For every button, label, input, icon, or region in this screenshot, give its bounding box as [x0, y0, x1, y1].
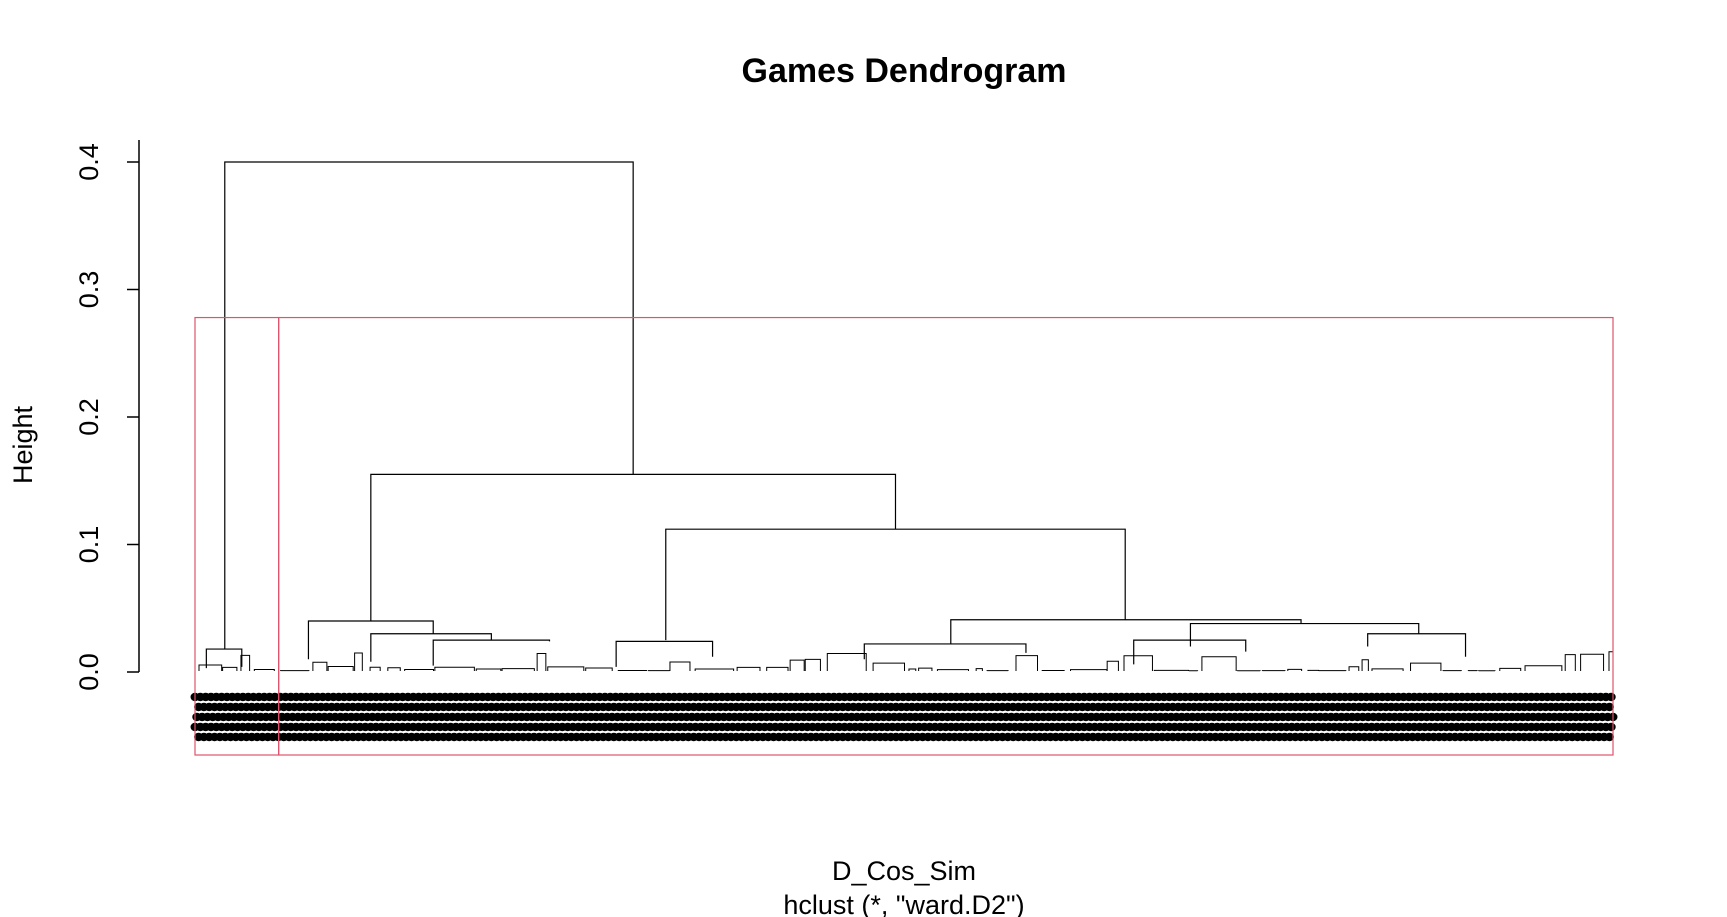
y-tick-label-1: 0.1: [74, 526, 104, 564]
small-merge-42: [1287, 668, 1303, 671]
small-merge-53: [1524, 665, 1563, 671]
small-merge-13: [501, 668, 535, 671]
merge-3: [950, 619, 1302, 644]
small-merge-34: [1070, 669, 1108, 671]
small-merge-12: [475, 668, 502, 671]
small-merge-7: [354, 652, 363, 671]
small-merge-16: [585, 667, 613, 671]
small-merge-36: [1123, 655, 1153, 671]
small-merge-47: [1371, 668, 1404, 671]
small-merge-46: [1361, 659, 1369, 671]
small-merge-35: [1106, 660, 1119, 671]
leaf-label: [1606, 692, 1616, 702]
small-merge-28: [918, 667, 933, 671]
small-merge-54: [1564, 654, 1576, 671]
small-merge-9: [387, 667, 401, 671]
merge-7: [432, 639, 551, 666]
merge-2: [665, 528, 1126, 641]
small-merge-55: [1580, 653, 1605, 671]
small-merge-32: [1015, 655, 1039, 671]
small-merge-26: [872, 662, 906, 671]
cluster-rect-1: [194, 316, 280, 756]
merge-6: [370, 633, 492, 662]
y-tick-label-0: 0.0: [74, 653, 104, 691]
x-axis-label: D_Cos_Sim: [832, 856, 976, 886]
merge-0: [224, 161, 634, 650]
small-merge-48: [1410, 662, 1442, 671]
small-merge-45: [1348, 666, 1360, 671]
small-merge-8: [369, 666, 381, 671]
small-merge-29: [936, 669, 969, 671]
small-merge-24: [804, 658, 821, 671]
small-merge-1: [222, 666, 238, 671]
leaf-labels: [190, 692, 1618, 742]
small-merge-0: [198, 664, 223, 671]
small-merge-3: [253, 668, 275, 671]
chart-subtitle: hclust (*, "ward.D2"): [783, 890, 1024, 917]
merge-10: [1133, 639, 1247, 665]
y-tick-label-4: 0.4: [74, 143, 104, 181]
merge-1: [370, 473, 897, 621]
chart-title: Games Dendrogram: [742, 52, 1067, 90]
leaf-label: [1606, 722, 1616, 732]
small-merge-5: [312, 661, 328, 671]
small-merge-6: [327, 666, 354, 671]
small-merge-17: [617, 669, 647, 671]
small-merge-10: [404, 668, 434, 671]
small-merge-56: [1608, 651, 1614, 671]
dendrogram-tree: [198, 161, 1614, 672]
merge-9: [863, 643, 1027, 660]
merge-11: [1367, 633, 1467, 657]
small-merge-22: [766, 666, 789, 671]
merge-5: [307, 620, 434, 660]
y-axis-label: Height: [8, 405, 38, 484]
merge-12: [205, 648, 243, 669]
leaf-label: [1604, 732, 1614, 742]
small-merge-11: [434, 666, 475, 671]
small-merge-19: [669, 661, 691, 671]
small-merge-52: [1499, 667, 1522, 671]
small-merge-2: [240, 654, 251, 671]
small-merge-14: [536, 652, 547, 671]
small-merge-15: [547, 666, 585, 671]
small-merge-37: [1153, 669, 1190, 671]
merge-8: [615, 640, 714, 667]
cluster-cut-rectangles: [194, 316, 1614, 756]
leaf-label: [1604, 702, 1614, 712]
small-merge-27: [908, 668, 917, 671]
merge-4: [1189, 622, 1420, 647]
small-merge-30: [975, 668, 983, 671]
small-merge-23: [789, 659, 805, 671]
small-merge-43: [1307, 669, 1320, 671]
small-merge-21: [736, 666, 761, 671]
small-merge-39: [1201, 656, 1237, 671]
y-tick-label-3: 0.3: [74, 271, 104, 309]
y-axis: 0.0 0.1 0.2 0.3 0.4: [74, 140, 140, 691]
small-merge-25: [826, 652, 867, 671]
y-tick-label-2: 0.2: [74, 398, 104, 436]
cluster-rect-2: [278, 316, 1614, 756]
small-merge-20: [694, 668, 735, 671]
